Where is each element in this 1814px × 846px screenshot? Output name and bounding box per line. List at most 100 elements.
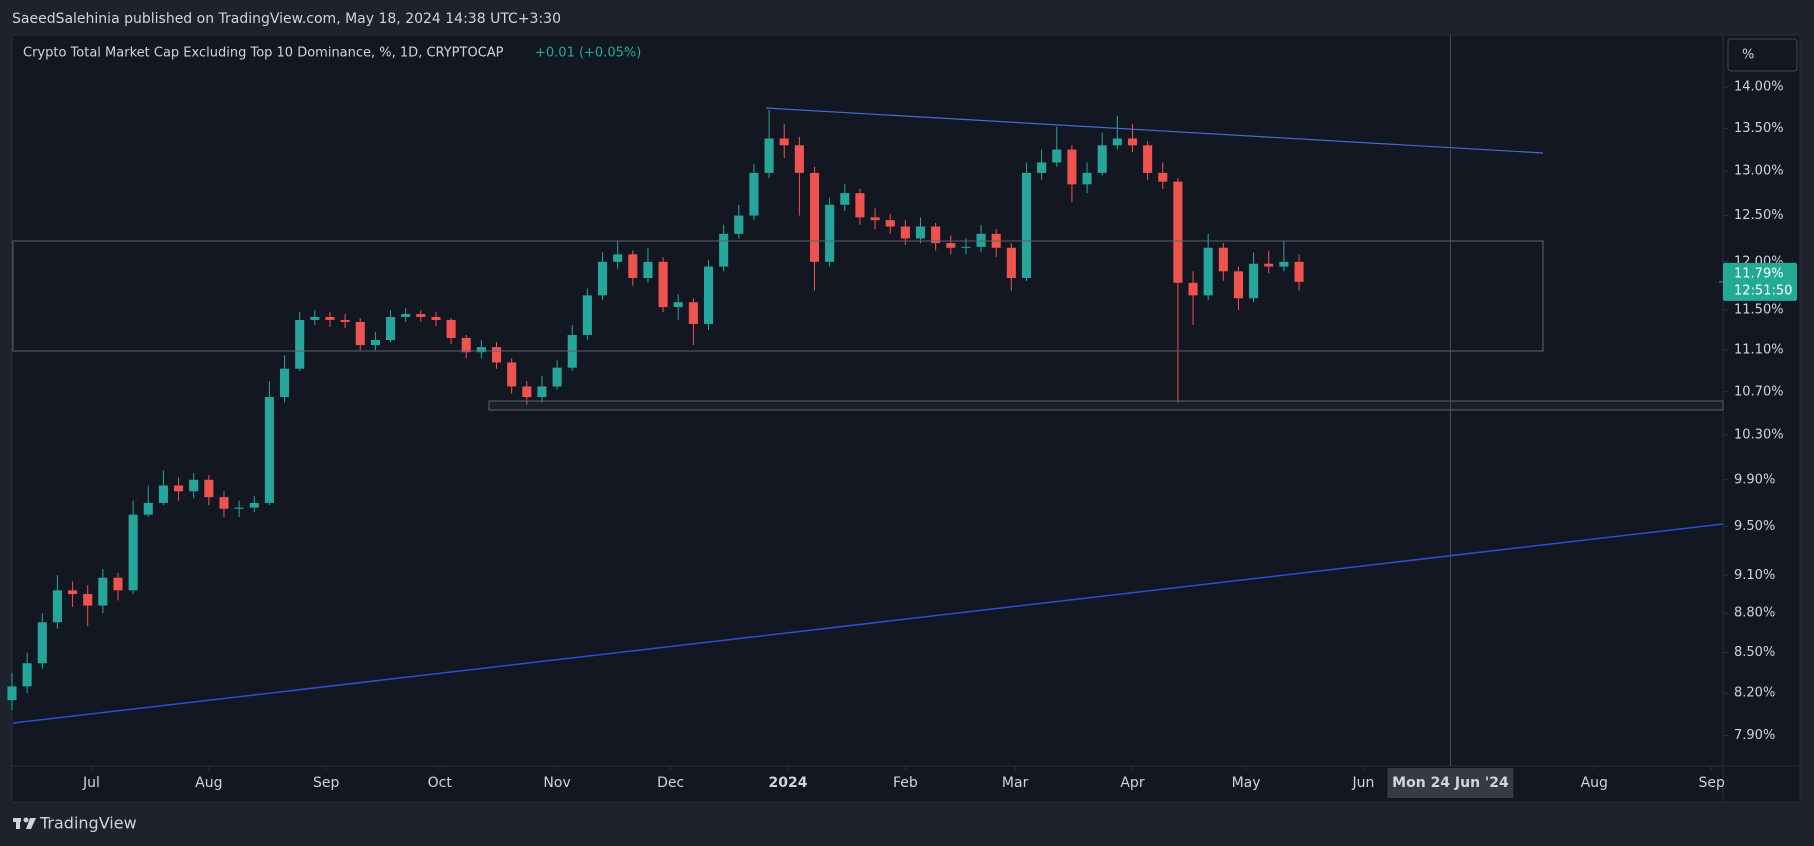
candle-body xyxy=(476,347,486,353)
candle-body xyxy=(658,261,668,308)
candle-body xyxy=(370,340,380,346)
candle-body xyxy=(37,622,47,664)
countdown-label: 12:51:50 xyxy=(1734,283,1792,298)
y-tick-label: 7.90% xyxy=(1734,728,1775,743)
candle-body xyxy=(431,316,441,320)
candle-body xyxy=(52,590,62,623)
candle-body xyxy=(673,302,683,308)
candle-body xyxy=(628,254,638,279)
x-tick-label: 2024 xyxy=(769,775,808,791)
candle-body xyxy=(1082,172,1092,185)
candle-body xyxy=(931,226,941,244)
y-tick-label: 10.30% xyxy=(1734,427,1784,442)
candle-body xyxy=(1097,145,1107,173)
resistance-trendline xyxy=(765,107,1544,154)
range-rectangle xyxy=(12,240,1544,352)
candle-body xyxy=(764,138,774,173)
x-tick-label: Aug xyxy=(195,775,222,791)
candle-body xyxy=(295,319,305,369)
y-tick-label: 10.70% xyxy=(1734,384,1784,399)
candle-body xyxy=(264,397,274,503)
candle-body xyxy=(552,367,562,387)
candles xyxy=(7,110,1304,710)
candle-body xyxy=(582,295,592,335)
x-tick-label: Apr xyxy=(1120,775,1144,791)
series-change: +0.01 (+0.05%) xyxy=(535,46,641,61)
y-tick-label: 11.50% xyxy=(1734,303,1784,318)
scale-button[interactable] xyxy=(1727,38,1798,72)
x-tick-label: Sep xyxy=(1698,775,1725,791)
candle-body xyxy=(734,215,744,234)
candle-body xyxy=(416,314,426,317)
candle-body xyxy=(885,220,895,227)
candle-body xyxy=(643,261,653,279)
candle-body xyxy=(1112,138,1122,146)
y-tick-label: 9.50% xyxy=(1734,519,1775,534)
candle-body xyxy=(174,485,184,492)
candle-body xyxy=(794,145,804,173)
candle-body xyxy=(1279,261,1289,267)
candle-body xyxy=(1188,282,1198,296)
y-tick-label: 13.50% xyxy=(1734,121,1784,136)
candle-body xyxy=(1294,261,1304,282)
x-tick-label: May xyxy=(1232,775,1261,791)
logo-part xyxy=(16,818,20,829)
candle-body xyxy=(946,243,956,248)
candle-body xyxy=(976,233,986,247)
y-tick-label: 11.10% xyxy=(1734,343,1784,358)
candle-body xyxy=(355,321,365,346)
candle-body xyxy=(870,217,880,221)
candle-body xyxy=(461,337,471,353)
brand-name: TradingView xyxy=(39,814,137,833)
candle-body xyxy=(1203,247,1213,296)
candle-body xyxy=(1067,149,1077,185)
candle-body xyxy=(1158,172,1168,182)
x-tick-label: Oct xyxy=(428,775,453,791)
candle-body xyxy=(98,577,108,606)
candle-body xyxy=(7,686,17,701)
y-tick-label: 9.90% xyxy=(1734,472,1775,487)
candle-body xyxy=(1218,247,1228,272)
candle-body xyxy=(310,316,320,320)
x-tick-label: Aug xyxy=(1581,775,1608,791)
candle-body xyxy=(719,233,729,267)
candle-body xyxy=(900,226,910,239)
candle-body xyxy=(613,254,623,262)
y-tick-label: 9.10% xyxy=(1734,568,1775,583)
candle-body xyxy=(1173,181,1183,283)
candle-body xyxy=(1037,162,1047,173)
candle-body xyxy=(325,316,335,320)
scale-button-label[interactable]: % xyxy=(1742,48,1754,63)
candle-body xyxy=(507,362,517,387)
candle-body xyxy=(597,261,608,296)
brand-logo xyxy=(13,817,36,829)
x-tick-label: Feb xyxy=(893,775,918,791)
candle-body xyxy=(83,594,93,606)
crosshair-label-box xyxy=(1387,768,1514,798)
candle-body xyxy=(1006,247,1016,279)
candle-body xyxy=(446,319,456,338)
candle-body xyxy=(128,514,138,591)
candle-body xyxy=(537,386,547,398)
published-note: SaeedSalehinia published on TradingView.… xyxy=(12,11,561,27)
candle-body xyxy=(340,319,350,322)
y-tick-label: 8.20% xyxy=(1734,686,1775,701)
candle-body xyxy=(522,386,532,398)
candle-body xyxy=(143,502,153,515)
x-tick-label: Dec xyxy=(657,775,684,791)
candle-body xyxy=(961,246,971,248)
logo-part xyxy=(26,818,36,829)
candle-body xyxy=(688,302,698,324)
candle-body xyxy=(219,497,229,509)
candle-body xyxy=(779,138,789,146)
y-tick-label: 8.80% xyxy=(1734,606,1775,621)
candle-body xyxy=(749,172,759,216)
series-title: Crypto Total Market Cap Excluding Top 10… xyxy=(23,46,504,61)
y-tick-label: 8.50% xyxy=(1734,645,1775,660)
candle-body xyxy=(249,502,259,508)
candle-body xyxy=(915,226,926,239)
candle-body xyxy=(809,172,820,262)
candle-body xyxy=(840,193,850,205)
